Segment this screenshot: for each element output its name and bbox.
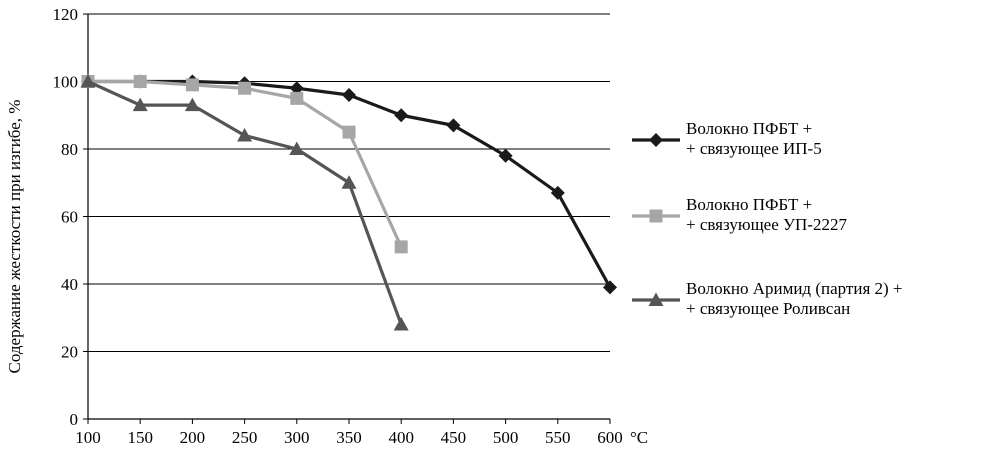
legend-marker [649,133,663,147]
x-tick-label: 150 [127,428,153,447]
series-group [80,74,617,331]
data-point [393,317,409,331]
x-tick-labels: 100 150 200 250 300 350 400 450 500 550 600 [75,428,623,447]
x-tick-label: 200 [180,428,206,447]
x-tick-label: 450 [441,428,467,447]
y-tick-labels: 0 20 40 60 80 100 120 [53,5,79,429]
data-point [550,185,565,200]
y-tick-label: 120 [53,5,79,24]
data-point [603,280,617,295]
x-tick-label: 250 [232,428,258,447]
legend-item: Волокно ПФБТ ++ связующее УП-2227 [632,195,847,234]
y-axis-title: Содержание жесткости при изгибе, % [5,100,24,374]
data-point [394,108,409,123]
data-point [289,81,304,96]
data-point [80,74,96,88]
x-tick-label: 500 [493,428,519,447]
x-tick-label: 600 [597,428,623,447]
legend-label-line2: + связующее ИП-5 [686,139,822,158]
legend-marker [649,209,663,223]
x-axis-unit: °С [630,428,648,447]
legend-label-line2: + связующее УП-2227 [686,215,847,234]
data-point [132,97,148,112]
legend-label-line1: Волокно Аримид (партия 2) + [686,279,903,298]
data-point [185,78,199,92]
data-point [289,141,305,155]
data-point [394,240,408,254]
series-line [88,79,403,248]
data-point [290,91,304,105]
x-tick-label: 550 [545,428,571,447]
x-tick-label: 400 [388,428,414,447]
y-tick-label: 80 [61,140,78,159]
y-tick-label: 40 [61,275,78,294]
legend-item: Волокно Аримид (партия 2) ++ связующее Р… [632,279,903,318]
y-tick-label: 20 [61,343,78,362]
data-point [342,125,356,139]
axes [83,13,611,424]
data-point [498,148,513,163]
y-tick-label: 60 [61,208,78,227]
series-line [87,80,403,326]
x-tick-label: 300 [284,428,310,447]
y-tick-label: 0 [70,410,79,429]
data-point [341,175,357,189]
legend-marker [648,292,664,306]
x-tick-label: 100 [75,428,101,447]
legend-item: Волокно ПФБТ ++ связующее ИП-5 [632,119,822,158]
series-3 [80,74,409,331]
data-point [238,81,252,95]
y-tick-label: 100 [53,73,79,92]
data-point [237,128,253,142]
data-point [446,118,461,133]
data-point [184,97,200,112]
legend-label-line1: Волокно ПФБТ + [686,119,812,138]
data-point [133,75,147,88]
legend-label-line1: Волокно ПФБТ + [686,195,812,214]
x-tick-label: 350 [336,428,362,447]
legend-label-line2: + связующее Роливсан [686,299,850,318]
data-point [342,88,356,102]
